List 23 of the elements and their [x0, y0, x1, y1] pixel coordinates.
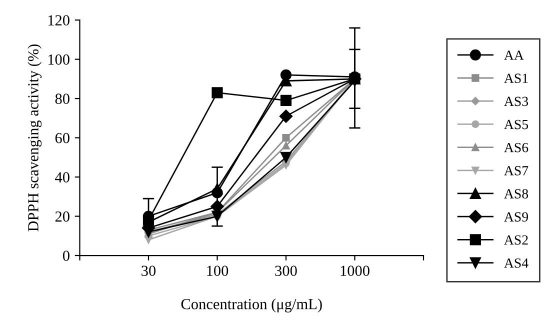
- legend-label: AS1: [504, 74, 528, 83]
- y-tick-label: 100: [48, 54, 70, 65]
- legend-label: AS9: [504, 212, 528, 222]
- legend-label: AS2: [504, 235, 528, 245]
- legend-label: AS3: [504, 96, 528, 106]
- legend-label: AS4: [504, 258, 528, 268]
- legend-label: AS6: [504, 142, 528, 152]
- y-tick-label: 60: [55, 132, 70, 144]
- y-tick-label: 40: [55, 172, 70, 182]
- legend-label: AS5: [504, 120, 528, 130]
- x-tick-label: 30: [142, 266, 156, 276]
- legend-label: AS7: [504, 166, 528, 176]
- legend-label: AS8: [504, 189, 528, 198]
- y-tick-label: 0: [62, 250, 70, 261]
- x-axis-title: Concentration (μg/mL): [181, 298, 322, 312]
- y-tick-label: 120: [48, 15, 70, 26]
- y-axis-title: DPPH scavenging activity (%): [28, 44, 42, 232]
- legend-label: AA: [504, 50, 524, 60]
- y-tick-label: 20: [55, 211, 70, 222]
- x-tick-label: 300: [275, 266, 297, 276]
- y-tick-label: 80: [55, 94, 70, 104]
- x-tick-label: 1000: [340, 266, 370, 276]
- x-tick-label: 100: [207, 266, 228, 276]
